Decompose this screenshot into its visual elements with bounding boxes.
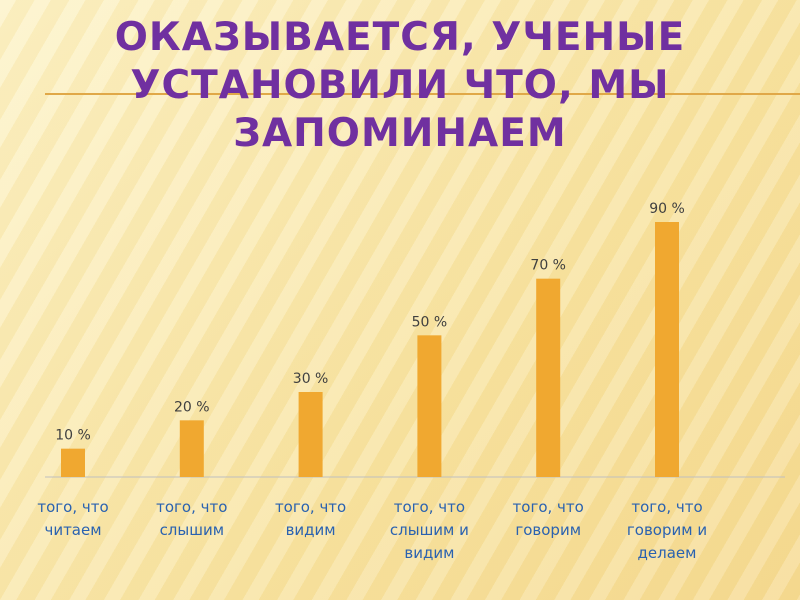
x-tick-label: того, что говорим xyxy=(512,498,584,539)
value-label: 10 % xyxy=(55,428,91,444)
value-label: 50 % xyxy=(412,314,448,330)
bar xyxy=(298,392,323,477)
x-tick-label: того, что говорим и делаем xyxy=(626,498,708,562)
value-label: 70 % xyxy=(530,258,566,274)
chart-title: ОКАЗЫВАЕТСЯ, УЧЕНЫЕ УСТАНОВИЛИ ЧТО, МЫ З… xyxy=(114,15,686,156)
divider xyxy=(45,93,800,95)
value-label: 30 % xyxy=(293,371,329,387)
x-tick-label: того, что слышим и видим xyxy=(389,498,469,562)
x-tick-label: того, что читаем xyxy=(37,498,109,539)
bar xyxy=(655,222,679,477)
value-label: 20 % xyxy=(174,399,210,415)
x-tick-label: того, что слышим xyxy=(156,498,228,539)
bar xyxy=(179,420,204,477)
x-tick-label: того, что видим xyxy=(274,498,347,539)
bar xyxy=(536,278,561,477)
bar xyxy=(417,335,442,477)
bar xyxy=(61,448,85,477)
value-label: 90 % xyxy=(649,201,685,217)
